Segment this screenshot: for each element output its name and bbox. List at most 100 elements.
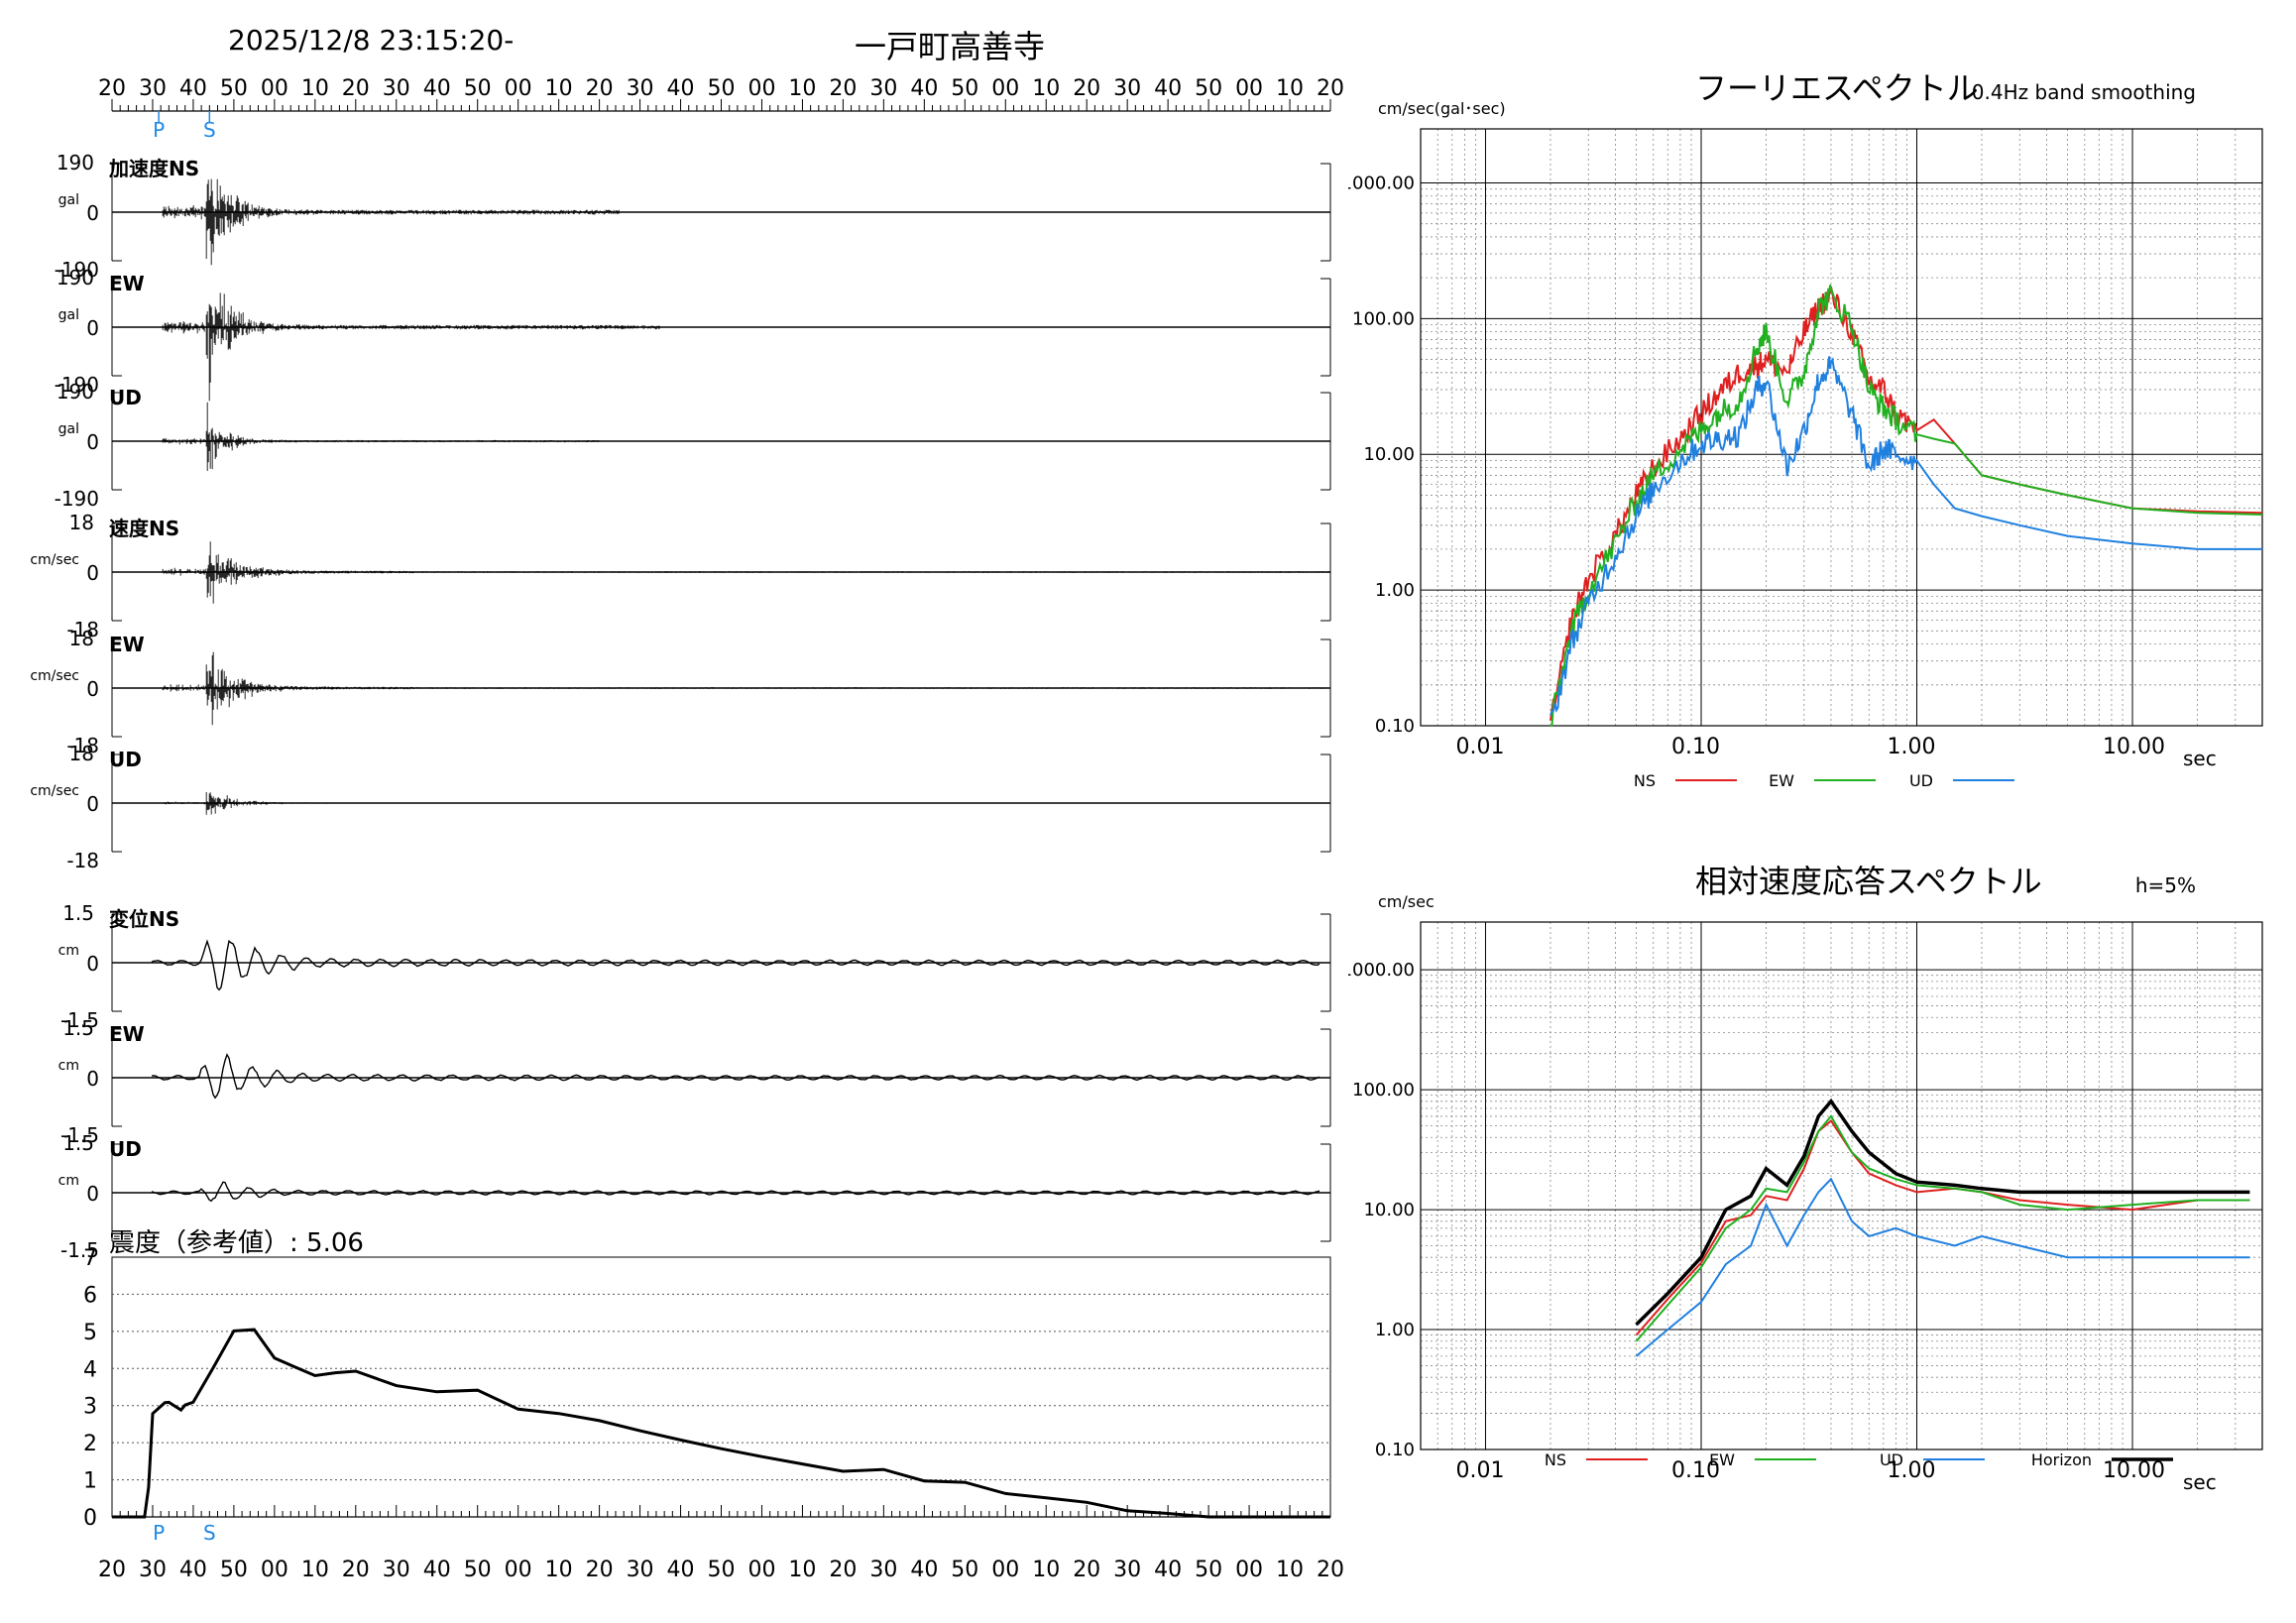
panel-zero-value: 0 (86, 430, 99, 454)
panel-label: 加速度NS (108, 157, 199, 180)
panel-unit: gal (58, 307, 79, 323)
panel-zero-value: 0 (86, 1182, 99, 1206)
waveform-trace (162, 651, 1330, 726)
panel-zero-value: 0 (86, 1067, 99, 1091)
bottom-time-axis-tick-label: 00 (991, 1558, 1019, 1582)
top-time-axis-tick-label: 00 (747, 76, 775, 101)
top-time-axis-tick-label: 30 (869, 76, 897, 101)
bottom-time-axis-tick-label: 20 (1073, 1558, 1100, 1582)
panel-unit: cm (58, 1173, 79, 1189)
series-line-ns (1550, 287, 2263, 721)
legend-label: NS (1634, 771, 1656, 790)
panel-top-value: 190 (57, 380, 94, 404)
y-tick-label: 1.00 (1375, 1320, 1415, 1340)
top-time-axis-tick-label: 10 (301, 76, 329, 101)
series-line-ew (1635, 1114, 2250, 1342)
bottom-time-axis-tick-label: 20 (586, 1558, 614, 1582)
panel-label: 変位NS (109, 907, 179, 931)
top-time-axis-tick-label: 50 (1195, 76, 1222, 101)
plot-frame (1420, 128, 2263, 727)
response-spectrum-chart: 相対速度応答スペクトル h=5% cm/sec 0.10 1.00 10.00 100.00… (1348, 863, 2263, 1494)
waveform-trace (151, 1181, 1320, 1203)
top-time-axis-tick-label: 10 (1032, 76, 1060, 101)
top-time-axis-tick-label: 50 (951, 76, 978, 101)
bottom-time-axis-tick-label: 10 (1276, 1558, 1304, 1582)
bottom-time-axis-tick-label: 00 (747, 1558, 775, 1582)
s-marker-bottom: S (203, 1521, 216, 1545)
p-marker-top: P (153, 118, 165, 142)
top-time-axis-tick-label: 00 (261, 76, 288, 101)
y-tick-label: 0.10 (1375, 1440, 1415, 1460)
chart-note: h=5% (2135, 873, 2196, 897)
panel-unit: cm/sec (30, 552, 79, 568)
y-tick-label: 10.00 (1363, 1200, 1415, 1220)
y-tick-label: 10.00 (1363, 444, 1415, 465)
waveform-trace (162, 541, 1330, 604)
bottom-time-axis-tick-label: 50 (464, 1558, 492, 1582)
panel-label: UD (109, 1137, 142, 1161)
panel-bottom-value: -190 (55, 258, 99, 282)
panel-top-value: 18 (69, 742, 94, 765)
bottom-time-axis-tick-label: 10 (301, 1558, 329, 1582)
waveform-trace (162, 792, 1330, 815)
series-line-ew (1550, 285, 2263, 728)
bottom-time-axis-tick-label: 30 (139, 1558, 167, 1582)
legend-label: EW (1709, 1450, 1735, 1469)
y-tick-label: 1000.00 (1348, 173, 1415, 193)
panel-top-value: 18 (69, 627, 94, 650)
waveform-trace (151, 1053, 1320, 1100)
bottom-time-axis-tick-label: 00 (1235, 1558, 1263, 1582)
series-line-horizon (1635, 1098, 2250, 1327)
top-time-axis-tick-label: 10 (788, 76, 816, 101)
panel-top-value: 190 (57, 151, 94, 174)
panel-bottom-value: -1.5 (60, 1123, 99, 1147)
intensity-frame (111, 1256, 1331, 1518)
y-tick-label: 1.00 (1375, 580, 1415, 601)
intensity-title: 震度（参考値）: 5.06 (109, 1228, 364, 1258)
bottom-time-axis-tick-label: 00 (505, 1558, 532, 1582)
top-time-axis-tick-label: 20 (586, 76, 614, 101)
panel-zero-value: 0 (86, 952, 99, 976)
bottom-time-axis-tick-label: 50 (220, 1558, 248, 1582)
top-time-axis-tick-label: 30 (139, 76, 167, 101)
x-tick-label: 10.00 (2103, 735, 2165, 759)
waveform-panel: 20 30 40 50 00 10 20 30 40 50 00 10 20 30 40 50 00 10 20 30… (30, 76, 1344, 1582)
panel-label: UD (109, 748, 142, 771)
panel-unit: gal (58, 421, 79, 437)
x-unit-label: sec (2183, 747, 2217, 770)
bottom-time-axis-tick-label: 30 (383, 1558, 410, 1582)
x-unit-label: sec (2183, 1470, 2217, 1494)
intensity-y-tick: 3 (83, 1395, 97, 1420)
chart-y-unit: cm/sec (1378, 892, 1435, 911)
waveform-trace (162, 178, 620, 266)
panel-label: UD (109, 386, 142, 409)
waveform-trace (162, 402, 600, 471)
top-time-axis-tick-label: 30 (383, 76, 410, 101)
x-tick-label: 0.10 (1671, 1458, 1720, 1483)
intensity-y-tick: 4 (83, 1357, 97, 1382)
bottom-time-axis-tick-label: 30 (627, 1558, 654, 1582)
panel-label: 速度NS (109, 517, 179, 540)
panel-bottom-value: -18 (66, 618, 99, 641)
x-tick-label: 1.00 (1888, 1458, 1936, 1483)
plot-frame (1420, 921, 2263, 1450)
panel-top-value: 190 (57, 266, 94, 290)
bottom-time-axis-tick-label: 40 (1154, 1558, 1182, 1582)
s-marker-top: S (203, 118, 216, 142)
y-tick-label: 1000.00 (1348, 960, 1415, 981)
panel-unit: cm/sec (30, 783, 79, 799)
top-time-axis-tick-label: 10 (1276, 76, 1304, 101)
panel-zero-value: 0 (86, 316, 99, 340)
intensity-y-tick: 1 (83, 1469, 97, 1494)
legend-label: NS (1545, 1450, 1566, 1469)
top-time-axis-tick-label: 20 (98, 76, 126, 101)
x-tick-label: 0.01 (1455, 735, 1504, 759)
panel-zero-value: 0 (86, 201, 99, 225)
top-time-axis-tick-label: 50 (464, 76, 492, 101)
panel-label: EW (109, 1022, 145, 1046)
top-time-axis-tick-label: 30 (627, 76, 654, 101)
top-time-axis-tick-label: 20 (829, 76, 857, 101)
panel-bottom-value: -1.5 (60, 1008, 99, 1032)
chart-title: フーリエスペクトル (1695, 69, 1979, 107)
